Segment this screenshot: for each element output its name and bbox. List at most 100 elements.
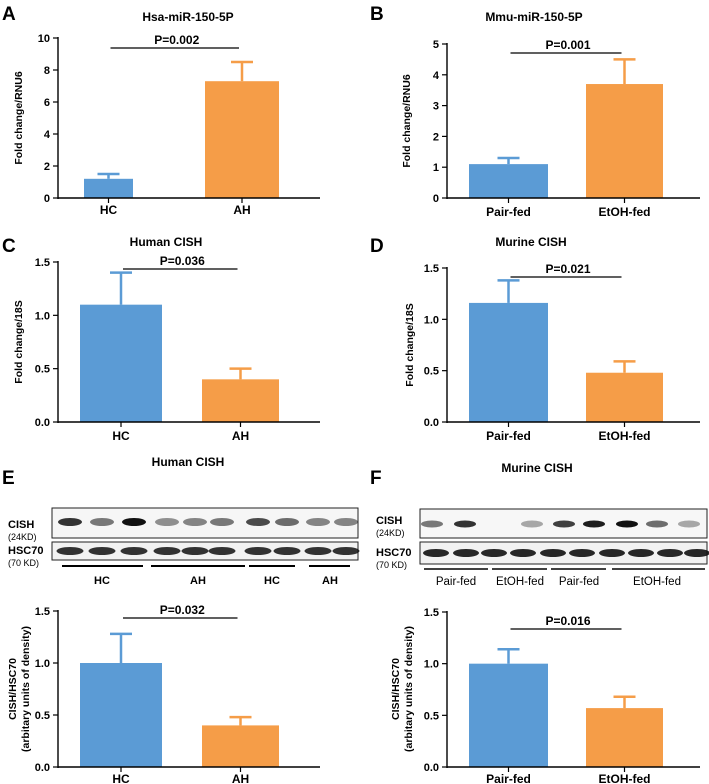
blot-f-group-1: Pair-fed	[436, 576, 476, 588]
blot-e-hsc70-kd: (70 KD)	[8, 558, 39, 568]
chart-f: Pair-fed EtOH-fed 0.0 0.5 1.0 1.5 P=0.016 CISH/…	[390, 607, 700, 784]
chart-e-category-label-2: AH	[232, 772, 249, 784]
blot-f-hsc70-band-7	[599, 549, 625, 557]
blot-e-cish-band-9	[306, 518, 330, 526]
blot-e-cish-band-3	[122, 518, 146, 526]
chart-b: Pair-fed EtOH-fed 0 1 2 3 4 5 P=0.001 Fold change…	[401, 38, 700, 219]
chart-a-y-tick-label-3: 6	[44, 97, 50, 109]
chart-f-y-tick-label-3: 1.5	[424, 607, 439, 619]
chart-a-category-label-2: AH	[233, 203, 250, 217]
chart-f-y-tick-label-2: 1.0	[424, 659, 439, 671]
blot-e-hsc70-band-5	[181, 547, 209, 555]
blot-f-cish-band-5	[553, 520, 575, 528]
blot-f-group-3: Pair-fed	[559, 576, 599, 588]
blot-e-cish-band-2	[90, 518, 114, 526]
chart-e-category-label-1: HC	[112, 772, 130, 784]
blot-f-cish-label: CISH	[376, 515, 402, 527]
chart-e-y-tick-label-1: 0.5	[35, 710, 50, 722]
chart-e-bar-2	[202, 725, 279, 767]
chart-f-y-axis-label-2: (arbitary units of density)	[403, 626, 415, 752]
chart-a-y-tick-label-4: 8	[44, 65, 50, 77]
blot-e-cish-band-10	[334, 518, 358, 526]
chart-d-y-tick-label-0: 0.0	[424, 417, 439, 429]
panel-letter-a: A	[2, 4, 16, 25]
chart-f-y-tick-label-0: 0.0	[424, 762, 439, 774]
chart-e-y-tick-label-3: 1.5	[35, 606, 50, 618]
blot-f-hsc70-kd: (70 KD)	[376, 560, 407, 570]
chart-c-y-tick-label-1: 0.5	[35, 364, 50, 376]
chart-e: HC AH 0.0 0.5 1.0 1.5 P=0.032 CISH/HSC70 (arbita…	[7, 603, 320, 784]
chart-e-y-axis-label: CISH/HSC70	[7, 658, 19, 720]
chart-c-y-tick-label-3: 1.5	[35, 257, 50, 269]
chart-f-category-label-1: Pair-fed	[486, 772, 531, 784]
blot-f-hsc70-band-5	[540, 549, 566, 557]
chart-f-bar-2	[586, 708, 663, 767]
blot-e-cish-label: CISH	[8, 519, 34, 531]
blot-f-hsc70-band-4	[510, 549, 536, 557]
title-e: Human CISH	[152, 455, 225, 469]
blot-f-cish-band-7	[616, 520, 638, 528]
blot-e-cish-band-5	[183, 518, 207, 526]
western-blot-e: CISH (24KD) HSC70 (70 KD) HC AH HC AH	[8, 507, 360, 587]
chart-e-y-tick-label-0: 0.0	[35, 762, 50, 774]
blot-e-group-1: HC	[94, 575, 110, 587]
chart-a-y-tick-label-2: 4	[44, 129, 51, 141]
chart-b-category-label-1: Pair-fed	[486, 205, 531, 219]
chart-c: HC AH 0.0 0.5 1.0 1.5 P=0.036 Fold change/18S	[13, 254, 320, 443]
chart-e-y-tick-label-2: 1.0	[35, 658, 50, 670]
blot-f-cish-band-1	[421, 520, 443, 528]
chart-c-y-tick-label-2: 1.0	[35, 310, 50, 322]
title-d: Murine CISH	[495, 235, 566, 249]
blot-e-group-4: AH	[322, 575, 338, 587]
chart-c-bar-1	[80, 304, 162, 422]
chart-f-y-tick-label-1: 0.5	[424, 710, 439, 722]
chart-b-y-tick-label-0: 0	[433, 193, 439, 205]
chart-d-bar-2	[586, 372, 663, 422]
chart-c-bar-2	[202, 379, 279, 422]
blot-e-cish-band-7	[246, 518, 270, 526]
chart-d-y-tick-label-3: 1.5	[424, 263, 439, 275]
blot-f-cish-band-8	[646, 520, 668, 528]
blot-f-group-2: EtOH-fed	[496, 576, 544, 588]
western-blot-f: CISH (24KD) HSC70 (70 KD) Pair-fed EtOH-…	[376, 508, 709, 588]
chart-d-bar-1	[469, 302, 548, 422]
blot-e-hsc70-band-7	[244, 547, 272, 555]
chart-a-y-tick-label-5: 10	[38, 33, 50, 45]
blot-f-cish-band-2	[454, 520, 476, 528]
blot-e-hsc70-band-2	[88, 547, 116, 555]
chart-a-p-value: P=0.002	[154, 33, 199, 47]
chart-f-y-axis-label: CISH/HSC70	[390, 658, 402, 720]
panel-letter-f: F	[370, 468, 382, 489]
panel-letter-b: B	[370, 4, 384, 25]
blot-f-hsc70-band-2	[453, 549, 479, 557]
panel-letter-c: C	[2, 236, 16, 257]
blot-e-cish-band-4	[155, 518, 179, 526]
blot-f-hsc70-band-8	[628, 549, 654, 557]
panel-letter-d: D	[370, 236, 384, 257]
chart-b-y-axis-label: Fold change/RNU6	[401, 74, 413, 168]
chart-f-bar-1	[469, 663, 548, 767]
chart-f-p-value: P=0.016	[545, 614, 590, 628]
blot-f-cish-band-4	[521, 520, 543, 528]
blot-e-hsc70-band-9	[304, 547, 332, 555]
blot-e-cish-band-1	[58, 518, 82, 526]
blot-e-hsc70-band-1	[56, 547, 84, 555]
chart-a-bar-2	[205, 81, 279, 198]
blot-e-cish-kd: (24KD)	[8, 532, 37, 542]
blot-e-hsc70-band-3	[120, 547, 148, 555]
chart-e-y-axis-label-2: (arbitary units of density)	[20, 626, 32, 752]
chart-b-p-value: P=0.001	[545, 38, 590, 52]
title-c: Human CISH	[130, 235, 203, 249]
chart-b-y-tick-label-1: 1	[433, 162, 439, 174]
chart-d-category-label-1: Pair-fed	[486, 429, 531, 443]
blot-f-hsc70-band-6	[569, 549, 595, 557]
chart-a-category-label-1: HC	[100, 203, 118, 217]
title-b: Mmu-miR-150-5P	[485, 10, 582, 24]
chart-e-p-value: P=0.032	[160, 603, 205, 617]
blot-e-group-3: HC	[264, 575, 280, 587]
blot-f-hsc70-label: HSC70	[376, 547, 411, 559]
blot-f-cish-band-6	[583, 520, 605, 528]
blot-e-hsc70-band-4	[153, 547, 181, 555]
panel-letter-e: E	[2, 468, 15, 489]
